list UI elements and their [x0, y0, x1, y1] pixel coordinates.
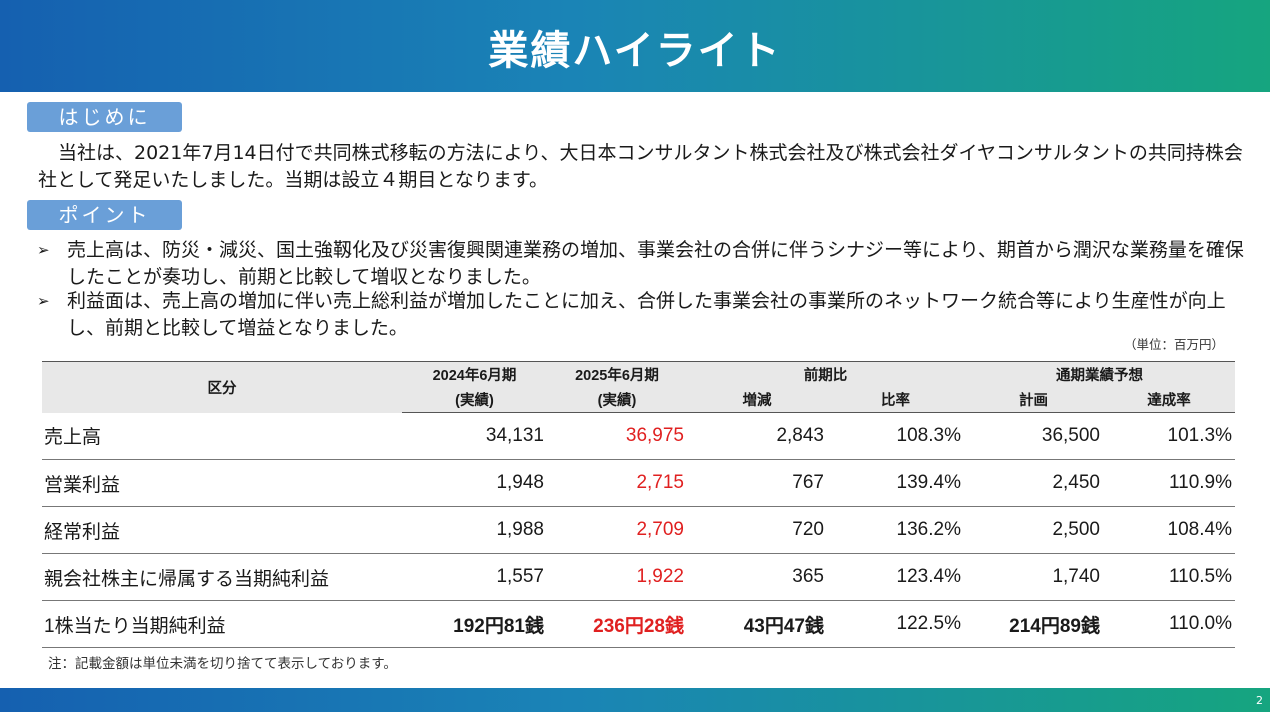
page-title: 業績ハイライト	[488, 28, 782, 74]
cell-plan: 214円89銭	[964, 600, 1103, 648]
cell-change: 720	[687, 506, 827, 554]
cell-fy2024: 1,557	[402, 553, 547, 601]
intro-tag: はじめに	[27, 102, 182, 132]
cell-fy2025: 36,975	[547, 412, 687, 460]
table-row: 営業利益 1,948 2,715 767 139.4% 2,450 110.9%	[42, 459, 1235, 507]
page-number: 2	[1256, 694, 1263, 707]
cell-plan: 36,500	[964, 412, 1103, 460]
cell-ratio: 122.5%	[827, 600, 964, 648]
table-row: 売上高 34,131 36,975 2,843 108.3% 36,500 10…	[42, 412, 1235, 460]
cell-fy2025: 2,709	[547, 506, 687, 554]
header-yoy: 前期比	[687, 361, 964, 387]
cell-achievement: 110.0%	[1103, 600, 1235, 648]
row-label: 親会社株主に帰属する当期純利益	[42, 553, 402, 601]
title-banner: 業績ハイライト	[0, 0, 1270, 92]
point-item: ➢ 利益面は、売上高の増加に伴い売上総利益が増加したことに加え、合併した事業会社…	[37, 288, 1247, 342]
cell-plan: 1,740	[964, 553, 1103, 601]
cell-fy2024: 1,948	[402, 459, 547, 507]
cell-change: 365	[687, 553, 827, 601]
arrow-bullet-icon: ➢	[37, 292, 50, 310]
header-plan: 計画	[964, 387, 1103, 413]
cell-fy2024: 1,988	[402, 506, 547, 554]
intro-text: 当社は、2021年7月14日付で共同株式移転の方法により、大日本コンサルタント株…	[38, 142, 1243, 191]
row-label: 売上高	[42, 412, 402, 460]
header-category: 区分	[42, 361, 402, 413]
row-label: 営業利益	[42, 459, 402, 507]
cell-ratio: 139.4%	[827, 459, 964, 507]
footnote: 注：記載金額は単位未満を切り捨てて表示しております。	[48, 656, 397, 672]
arrow-bullet-icon: ➢	[37, 241, 50, 259]
footer-bar: 2	[0, 688, 1270, 712]
table-row: 1株当たり当期純利益 192円81銭 236円28銭 43円47銭 122.5%…	[42, 600, 1235, 648]
header-fy2025: 2025年6月期	[547, 361, 687, 387]
cell-fy2025: 1,922	[547, 553, 687, 601]
unit-note: （単位：百万円）	[1123, 337, 1224, 352]
header-achievement: 達成率	[1103, 387, 1235, 413]
point-item: ➢ 売上高は、防災・減災、国土強靱化及び災害復興関連業務の増加、事業会社の合併に…	[37, 237, 1247, 291]
points-tag: ポイント	[27, 200, 182, 230]
performance-table: 区分 2024年6月期 2025年6月期 前期比 通期業績予想 (実績) (実績…	[42, 361, 1235, 648]
cell-plan: 2,450	[964, 459, 1103, 507]
cell-fy2024: 34,131	[402, 412, 547, 460]
header-fy2024: 2024年6月期	[402, 361, 547, 387]
point-text: 売上高は、防災・減災、国土強靱化及び災害復興関連業務の増加、事業会社の合併に伴う…	[67, 239, 1244, 288]
table-row: 経常利益 1,988 2,709 720 136.2% 2,500 108.4%	[42, 506, 1235, 554]
cell-achievement: 110.5%	[1103, 553, 1235, 601]
cell-fy2024: 192円81銭	[402, 600, 547, 648]
cell-fy2025: 2,715	[547, 459, 687, 507]
header-fy2024-actual: (実績)	[402, 387, 547, 413]
header-change: 増減	[687, 387, 827, 413]
header-ratio: 比率	[827, 387, 964, 413]
point-text: 利益面は、売上高の増加に伴い売上総利益が増加したことに加え、合併した事業会社の事…	[67, 290, 1226, 339]
cell-ratio: 123.4%	[827, 553, 964, 601]
row-label: 1株当たり当期純利益	[42, 600, 402, 648]
table-row: 親会社株主に帰属する当期純利益 1,557 1,922 365 123.4% 1…	[42, 553, 1235, 601]
cell-change: 43円47銭	[687, 600, 827, 648]
cell-ratio: 108.3%	[827, 412, 964, 460]
cell-ratio: 136.2%	[827, 506, 964, 554]
cell-change: 2,843	[687, 412, 827, 460]
cell-achievement: 108.4%	[1103, 506, 1235, 554]
header-fy2025-actual: (実績)	[547, 387, 687, 413]
row-label: 経常利益	[42, 506, 402, 554]
header-forecast: 通期業績予想	[964, 361, 1235, 387]
cell-plan: 2,500	[964, 506, 1103, 554]
cell-change: 767	[687, 459, 827, 507]
cell-fy2025: 236円28銭	[547, 600, 687, 648]
cell-achievement: 101.3%	[1103, 412, 1235, 460]
cell-achievement: 110.9%	[1103, 459, 1235, 507]
